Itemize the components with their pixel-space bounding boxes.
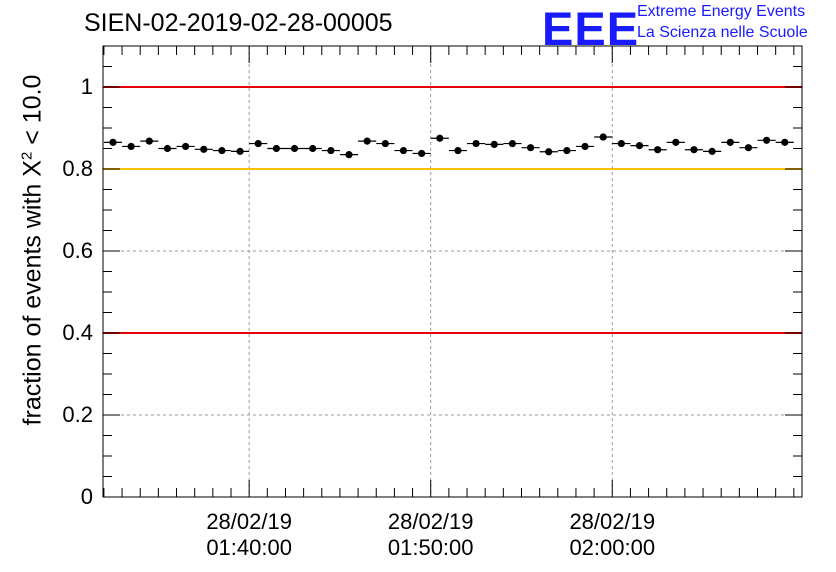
data-point	[345, 151, 353, 159]
data-point	[327, 146, 335, 155]
data-point	[309, 144, 317, 153]
data-point	[744, 144, 753, 152]
y-tick-label: 1	[80, 74, 93, 99]
data-point	[272, 144, 280, 153]
data-point	[418, 149, 426, 158]
data-point	[436, 134, 444, 142]
x-tick-label: 28/02/19 02:00:00	[547, 509, 677, 561]
data-point	[526, 144, 535, 152]
logo-line-1: Extreme Energy Events	[637, 3, 806, 20]
y-tick-label: 0.6	[62, 238, 93, 263]
logo-line-2: La Scienza nelle Scuole	[637, 24, 808, 41]
x-tick-label-date: 28/02/19	[387, 509, 474, 534]
data-point	[545, 148, 553, 156]
chart-title: SIEN-02-2019-02-28-00005	[84, 9, 393, 37]
data-point	[182, 142, 190, 151]
data-point	[163, 144, 172, 153]
data-point	[781, 138, 789, 146]
data-point	[726, 138, 734, 146]
data-point	[381, 139, 389, 148]
data-point	[490, 140, 498, 148]
x-tick-label: 28/02/19 01:50:00	[366, 509, 496, 561]
data-point	[617, 139, 625, 148]
data-point	[472, 139, 480, 148]
data-point	[200, 145, 208, 153]
y-tick-label: 0.8	[62, 156, 93, 181]
data-point	[363, 137, 371, 145]
y-tick-label: 0	[80, 484, 93, 509]
data-point	[236, 147, 244, 155]
data-point	[399, 146, 408, 155]
data-point	[145, 137, 153, 145]
data-point	[454, 146, 462, 155]
data-point	[127, 142, 135, 151]
x-tick-label-time: 01:40:00	[206, 535, 292, 560]
y-tick-label: 0.2	[62, 402, 93, 427]
data-point	[762, 136, 771, 144]
data-point	[508, 139, 517, 148]
x-tick-label-date: 28/02/19	[206, 509, 292, 534]
data-point	[581, 142, 589, 151]
data-point	[563, 146, 571, 155]
x-tick-label-time: 02:00:00	[569, 535, 656, 560]
data-point	[254, 139, 262, 148]
data-point	[218, 146, 226, 155]
data-point	[654, 146, 662, 154]
data-point	[672, 138, 680, 146]
x-tick-label-date: 28/02/19	[569, 509, 656, 534]
data-point	[599, 133, 607, 141]
y-tick-label: 0.4	[62, 320, 93, 345]
data-point	[708, 147, 716, 155]
data-point	[690, 146, 698, 154]
data-point	[109, 138, 117, 146]
plot-frame	[102, 45, 803, 498]
x-tick-label-time: 01:50:00	[387, 535, 474, 560]
x-tick-label: 28/02/19 01:40:00	[184, 509, 314, 561]
data-point	[290, 144, 299, 153]
data-point	[635, 142, 644, 150]
